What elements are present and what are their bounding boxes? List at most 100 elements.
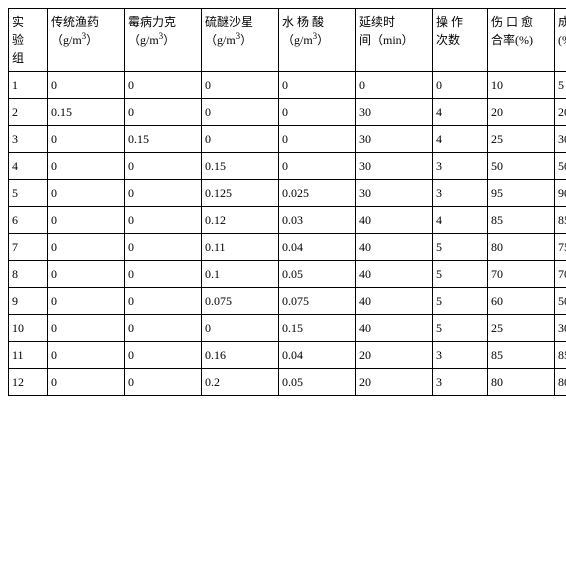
cell: 30 bbox=[356, 126, 433, 153]
cell: 4 bbox=[433, 99, 488, 126]
cell: 70 bbox=[488, 261, 555, 288]
cell: 0 bbox=[125, 180, 202, 207]
cell: 0 bbox=[125, 234, 202, 261]
h7-l2: 合率(%) bbox=[491, 33, 533, 47]
cell: 0 bbox=[125, 288, 202, 315]
h4-l1: 水 杨 酸 bbox=[282, 15, 324, 29]
cell: 0 bbox=[48, 315, 125, 342]
h6-l2: 次数 bbox=[436, 33, 460, 47]
h3-uc: ） bbox=[240, 33, 252, 47]
cell: 0 bbox=[202, 99, 279, 126]
col-header-salicylic-acid: 水 杨 酸 （g/m3） bbox=[279, 9, 356, 72]
cell: 0.04 bbox=[279, 234, 356, 261]
cell: 0 bbox=[125, 72, 202, 99]
cell: 4 bbox=[433, 207, 488, 234]
table-row: 100000.154052530 bbox=[9, 315, 566, 342]
h1-l1: 传统渔药 bbox=[51, 15, 99, 29]
cell: 75 bbox=[555, 234, 566, 261]
cell: 0 bbox=[279, 72, 356, 99]
h0-l1: 实 bbox=[12, 15, 24, 29]
cell: 90 bbox=[555, 180, 566, 207]
cell: 3 bbox=[9, 126, 48, 153]
col-header-survival-rate: 成活率 (%) bbox=[555, 9, 566, 72]
cell: 0 bbox=[125, 153, 202, 180]
cell: 5 bbox=[433, 261, 488, 288]
cell: 40 bbox=[356, 234, 433, 261]
cell: 0 bbox=[279, 126, 356, 153]
cell: 60 bbox=[488, 288, 555, 315]
cell: 3 bbox=[433, 180, 488, 207]
h2-unit: （g/m bbox=[128, 33, 159, 47]
col-header-op-count: 操 作 次数 bbox=[433, 9, 488, 72]
cell: 0 bbox=[202, 72, 279, 99]
table-row: 300.15003042530 bbox=[9, 126, 566, 153]
table-row: 20.150003042020 bbox=[9, 99, 566, 126]
cell: 80 bbox=[555, 369, 566, 396]
table-row: 4000.1503035050 bbox=[9, 153, 566, 180]
col-header-group: 实 验 组 bbox=[9, 9, 48, 72]
cell: 0 bbox=[125, 207, 202, 234]
table-body: 100000010520.150003042020300.15003042530… bbox=[9, 72, 566, 396]
cell: 0 bbox=[48, 288, 125, 315]
cell: 4 bbox=[433, 126, 488, 153]
cell: 1 bbox=[9, 72, 48, 99]
cell: 5 bbox=[433, 288, 488, 315]
cell: 4 bbox=[9, 153, 48, 180]
h5-l2: 间（min） bbox=[359, 33, 414, 47]
cell: 70 bbox=[555, 261, 566, 288]
cell: 20 bbox=[356, 369, 433, 396]
cell: 3 bbox=[433, 342, 488, 369]
cell: 0 bbox=[125, 261, 202, 288]
cell: 0 bbox=[279, 99, 356, 126]
cell: 40 bbox=[356, 315, 433, 342]
cell: 0 bbox=[48, 261, 125, 288]
table-row: 7000.110.044058075 bbox=[9, 234, 566, 261]
h7-l1: 伤 口 愈 bbox=[491, 15, 533, 29]
h0-l2: 验 bbox=[12, 33, 24, 47]
cell: 30 bbox=[555, 315, 566, 342]
h8-l2: (%) bbox=[558, 33, 566, 47]
cell: 5 bbox=[9, 180, 48, 207]
cell: 0 bbox=[48, 234, 125, 261]
cell: 80 bbox=[488, 369, 555, 396]
cell: 5 bbox=[433, 234, 488, 261]
cell: 20 bbox=[488, 99, 555, 126]
table-row: 6000.120.034048585 bbox=[9, 207, 566, 234]
table-row: 9000.0750.0754056050 bbox=[9, 288, 566, 315]
cell: 0 bbox=[48, 153, 125, 180]
table-row: 11000.160.042038585 bbox=[9, 342, 566, 369]
col-header-liumishaxing: 硫醚沙星 （g/m3） bbox=[202, 9, 279, 72]
cell: 0.11 bbox=[202, 234, 279, 261]
cell: 30 bbox=[356, 153, 433, 180]
cell: 0.05 bbox=[279, 369, 356, 396]
cell: 5 bbox=[555, 72, 566, 99]
cell: 0 bbox=[433, 72, 488, 99]
cell: 95 bbox=[488, 180, 555, 207]
cell: 2 bbox=[9, 99, 48, 126]
cell: 30 bbox=[555, 126, 566, 153]
cell: 0 bbox=[356, 72, 433, 99]
cell: 10 bbox=[9, 315, 48, 342]
col-header-duration: 延续时 间（min） bbox=[356, 9, 433, 72]
cell: 50 bbox=[488, 153, 555, 180]
h2-uc: ） bbox=[163, 33, 175, 47]
cell: 0.12 bbox=[202, 207, 279, 234]
cell: 0.05 bbox=[279, 261, 356, 288]
table-row: 5000.1250.0253039590 bbox=[9, 180, 566, 207]
cell: 40 bbox=[356, 207, 433, 234]
cell: 6 bbox=[9, 207, 48, 234]
h1-unit: （g/m bbox=[51, 33, 82, 47]
cell: 0.125 bbox=[202, 180, 279, 207]
cell: 0 bbox=[202, 315, 279, 342]
cell: 40 bbox=[356, 288, 433, 315]
cell: 0 bbox=[125, 369, 202, 396]
cell: 0.075 bbox=[279, 288, 356, 315]
cell: 85 bbox=[488, 342, 555, 369]
cell: 8 bbox=[9, 261, 48, 288]
cell: 0.15 bbox=[48, 99, 125, 126]
cell: 0 bbox=[125, 342, 202, 369]
col-header-traditional-drug: 传统渔药 （g/m3） bbox=[48, 9, 125, 72]
cell: 0 bbox=[48, 207, 125, 234]
cell: 20 bbox=[555, 99, 566, 126]
cell: 0 bbox=[48, 72, 125, 99]
